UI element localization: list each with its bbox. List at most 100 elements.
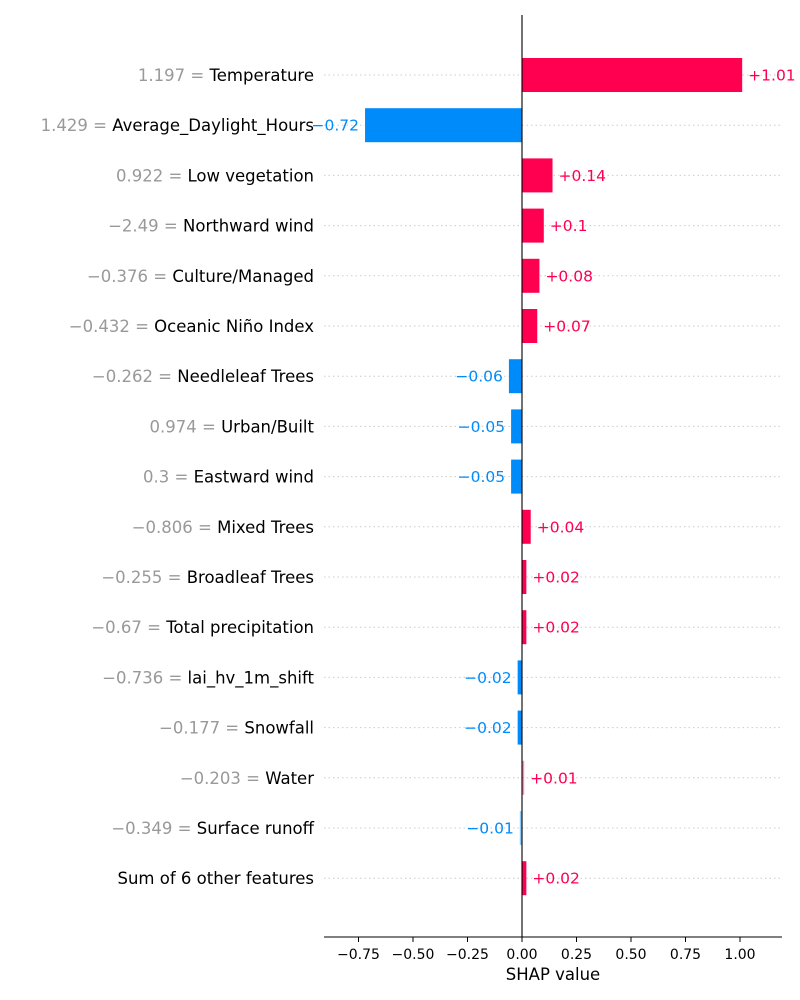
equals-sign: = — [153, 367, 177, 386]
x-tick-label: −0.25 — [446, 947, 489, 963]
equals-sign: = — [172, 819, 196, 838]
feature-value: −0.177 — [159, 719, 220, 738]
equals-sign: = — [169, 468, 193, 487]
bar — [511, 409, 522, 444]
x-tick-label: 1.00 — [724, 947, 755, 963]
feature-name: Snowfall — [244, 719, 314, 738]
feature-label: −0.262 = Needleleaf Trees — [92, 367, 314, 386]
data-label: +1.01 — [748, 67, 796, 85]
feature-value: −0.255 — [101, 568, 162, 587]
data-label: +0.04 — [537, 518, 585, 536]
equals-sign: = — [159, 217, 183, 236]
x-tick-label: 0.00 — [506, 947, 537, 963]
row-guides — [324, 74, 782, 879]
equals-sign: = — [197, 417, 221, 436]
equals-sign: = — [163, 166, 187, 185]
data-label: −0.02 — [464, 669, 512, 687]
feature-value: 1.197 — [138, 66, 185, 85]
data-label: −0.05 — [458, 418, 506, 436]
bar — [522, 258, 540, 293]
feature-value: −0.262 — [92, 367, 153, 386]
feature-name: Water — [265, 769, 314, 788]
bar — [511, 459, 522, 494]
feature-value: 1.429 — [41, 116, 88, 135]
feature-name: Sum of 6 other features — [117, 869, 314, 888]
data-label: −0.05 — [458, 468, 506, 486]
feature-value: 0.922 — [116, 166, 163, 185]
bar — [522, 208, 544, 243]
equals-sign: = — [241, 769, 265, 788]
feature-name: Urban/Built — [221, 417, 314, 436]
feature-label: 1.197 = Temperature — [138, 66, 314, 85]
bar — [517, 710, 522, 745]
feature-name: Northward wind — [183, 217, 314, 236]
feature-value: −0.203 — [180, 769, 241, 788]
feature-value: −0.376 — [87, 267, 148, 286]
equals-sign: = — [130, 317, 154, 336]
feature-name: Mixed Trees — [217, 518, 314, 537]
data-label: +0.07 — [543, 318, 591, 336]
feature-label: −0.736 = lai_hv_1m_shift — [102, 668, 314, 688]
bar — [522, 760, 525, 795]
data-label: +0.01 — [530, 769, 578, 787]
equals-sign: = — [163, 668, 187, 687]
equals-sign: = — [142, 618, 166, 637]
data-labels: +1.01 −0.72 +0.14 +0.1 +0.08 +0.07 −0.06 −0.05 −… — [312, 67, 796, 888]
feature-name: Broadleaf Trees — [187, 568, 314, 587]
feature-name: lai_hv_1m_shift — [188, 668, 315, 688]
bar — [365, 108, 522, 143]
x-tick-label: −0.50 — [392, 947, 435, 963]
feature-label: 0.922 = Low vegetation — [116, 166, 314, 185]
bar — [522, 509, 531, 544]
bar — [522, 610, 527, 645]
x-tick-label: 0.50 — [615, 947, 646, 963]
feature-value: −2.49 — [108, 217, 159, 236]
data-label: +0.02 — [532, 569, 580, 587]
feature-labels: 1.197 = Temperature 1.429 = Average_Dayli… — [41, 66, 315, 888]
bar — [522, 560, 527, 594]
bar — [522, 309, 538, 343]
bar — [519, 811, 522, 845]
feature-label: 0.3 = Eastward wind — [143, 468, 314, 487]
x-tick-label: 0.75 — [670, 947, 701, 963]
equals-sign: = — [185, 66, 209, 85]
feature-value: −0.67 — [91, 618, 142, 637]
bar — [522, 58, 743, 92]
equals-sign: = — [220, 719, 244, 738]
bar — [522, 158, 553, 193]
x-tick-label: −0.75 — [337, 947, 380, 963]
feature-label: 1.429 = Average_Daylight_Hours — [41, 116, 314, 136]
feature-value: 0.3 — [143, 468, 169, 487]
data-label: −0.02 — [464, 719, 512, 737]
feature-label: 0.974 = Urban/Built — [150, 417, 315, 436]
bar — [517, 660, 522, 695]
data-label: −0.01 — [466, 820, 514, 838]
equals-sign: = — [162, 568, 186, 587]
feature-label: −0.67 = Total precipitation — [91, 618, 314, 637]
bar — [522, 861, 527, 896]
x-axis: −0.75 −0.50 −0.25 0.00 0.25 0.50 0.75 1.00 — [324, 936, 782, 963]
feature-label: −0.255 = Broadleaf Trees — [101, 568, 314, 587]
feature-label: −0.432 = Oceanic Niño Index — [69, 317, 314, 336]
feature-name: Temperature — [208, 66, 314, 85]
data-label: +0.02 — [532, 870, 580, 888]
feature-label: −0.203 = Water — [180, 769, 314, 788]
feature-name: Total precipitation — [165, 618, 314, 637]
feature-value: −0.806 — [132, 518, 193, 537]
data-label: +0.02 — [532, 619, 580, 637]
feature-label: −2.49 = Northward wind — [108, 217, 314, 236]
feature-label: −0.806 = Mixed Trees — [132, 518, 314, 537]
data-label: −0.06 — [455, 368, 503, 386]
feature-label: Sum of 6 other features — [117, 869, 314, 888]
bar — [508, 359, 522, 394]
feature-name: Culture/Managed — [172, 267, 314, 286]
data-label: +0.1 — [550, 217, 588, 235]
data-label: +0.14 — [559, 167, 607, 185]
x-axis-title: SHAP value — [506, 965, 600, 984]
x-tick-label: 0.25 — [561, 947, 592, 963]
feature-label: −0.376 = Culture/Managed — [87, 267, 314, 286]
feature-name: Low vegetation — [188, 166, 314, 185]
feature-name: Eastward wind — [194, 468, 314, 487]
feature-name: Average_Daylight_Hours — [112, 116, 314, 136]
